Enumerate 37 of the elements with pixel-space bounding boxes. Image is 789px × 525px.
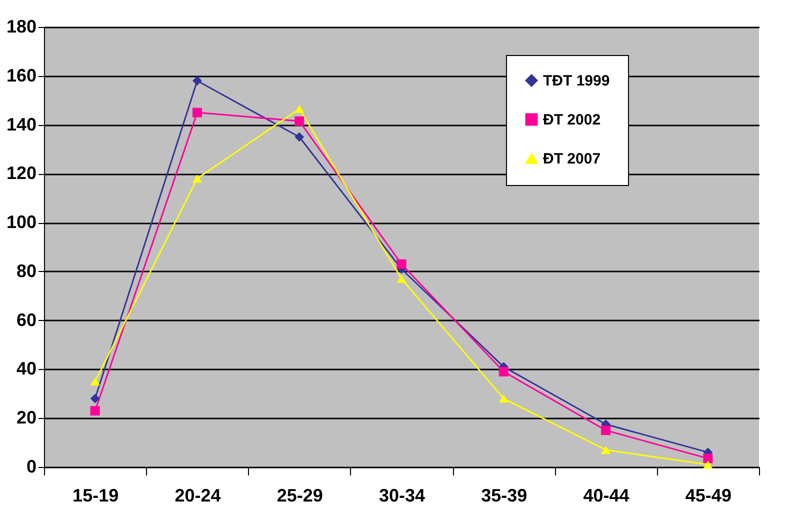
y-tick-label: 180 — [6, 16, 36, 36]
y-tick-label: 80 — [16, 260, 36, 281]
x-tick-label: 15-19 — [72, 486, 119, 506]
point — [396, 259, 406, 269]
point — [396, 274, 406, 283]
x-tick-label: 40-44 — [583, 486, 630, 506]
point — [294, 116, 304, 126]
legend-label: ĐT 2007 — [543, 150, 601, 168]
y-tick-label: 160 — [6, 65, 36, 86]
x-tick-label: 20-24 — [174, 486, 221, 506]
point — [90, 406, 100, 416]
point — [90, 377, 100, 386]
point — [192, 174, 202, 183]
point — [703, 454, 713, 464]
x-tick-label: 35-39 — [481, 486, 528, 506]
point — [294, 132, 304, 142]
x-tick-label: 30-34 — [378, 486, 426, 506]
point — [498, 366, 508, 376]
y-tick-label: 140 — [6, 114, 36, 134]
legend-label: TĐT 1999 — [543, 72, 610, 90]
x-tick-label: 45-49 — [685, 486, 732, 506]
y-tick-label: 100 — [6, 212, 36, 232]
point — [192, 108, 202, 118]
point — [192, 76, 202, 86]
y-tick-label: 60 — [16, 310, 36, 330]
y-tick-label: 20 — [16, 408, 36, 428]
point — [90, 394, 100, 404]
x-tick-label: 25-29 — [276, 486, 323, 506]
point — [703, 460, 713, 469]
y-tick-label: 40 — [16, 358, 36, 379]
y-tick-label: 120 — [6, 163, 36, 184]
point — [294, 104, 304, 113]
y-tick-label: 0 — [26, 456, 36, 476]
point — [498, 394, 508, 403]
point — [601, 426, 611, 436]
point — [601, 446, 611, 454]
legend-label: ĐT 2002 — [543, 112, 601, 128]
